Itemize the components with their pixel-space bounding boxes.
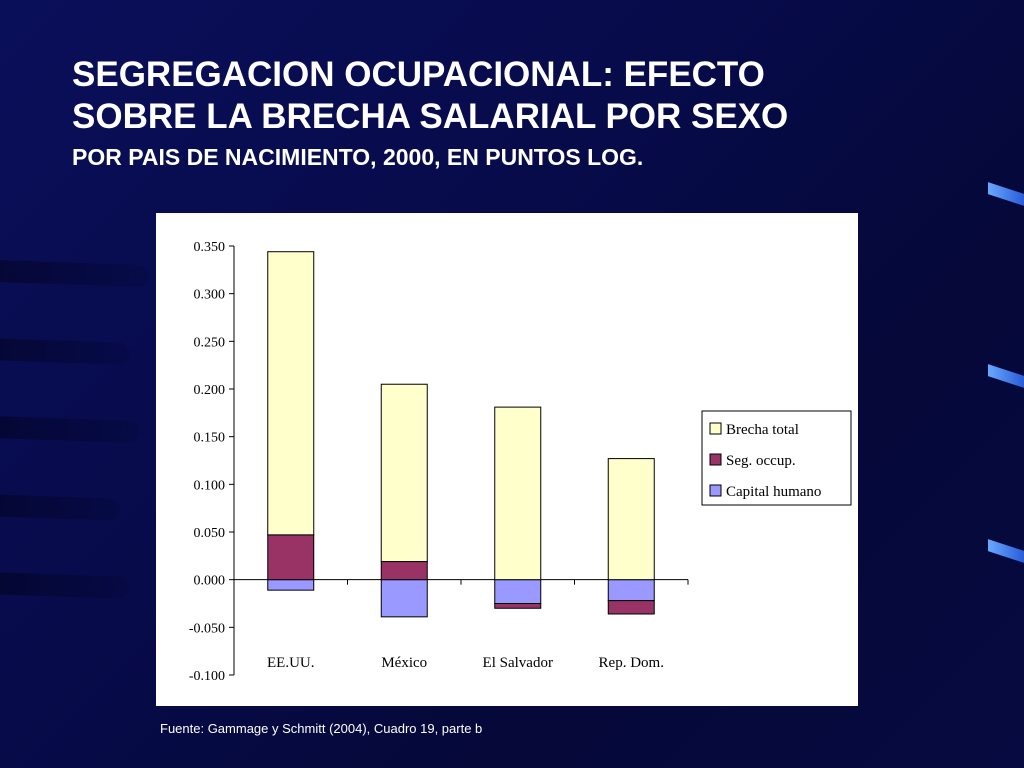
decorative-dash (988, 182, 1024, 206)
y-tick-label: 0.000 (194, 574, 226, 589)
bar-capital-humano (267, 579, 315, 591)
bar-brecha-total (380, 383, 428, 563)
decorative-dash (988, 364, 1024, 388)
x-category-label: El Salvador (483, 655, 553, 671)
chart-panel: -0.100 -0.050 0.000 0.050 0.100 0.150 0.200 0.2… (156, 213, 858, 706)
legend-label: Seg. occup. (726, 453, 796, 469)
y-tick-label: -0.050 (189, 621, 225, 636)
background-streak (0, 337, 131, 365)
slide-subtitle: POR PAIS DE NACIMIENTO, 2000, EN PUNTOS … (72, 144, 644, 170)
bar-brecha-total (607, 458, 655, 581)
bar-brecha-total (267, 251, 315, 536)
background-streak (0, 493, 121, 521)
bar-capital-humano (607, 579, 655, 602)
legend-label: Capital humano (726, 484, 821, 500)
bar-seg-occup (494, 603, 542, 609)
legend-swatch (709, 484, 722, 497)
bar-seg-occup (267, 534, 315, 581)
background-streak (0, 414, 141, 444)
background-streak (0, 258, 151, 288)
stacked-bar-chart: -0.100 -0.050 0.000 0.050 0.100 0.150 0.200 0.2… (189, 240, 852, 684)
y-tick-label: 0.150 (194, 431, 226, 446)
x-category-label: México (381, 655, 427, 671)
x-category-label: EE.UU. (267, 655, 315, 671)
bar-capital-humano (380, 579, 428, 618)
y-tick-label: 0.100 (194, 478, 226, 493)
legend-swatch (709, 453, 722, 466)
y-tick-label: 0.250 (194, 335, 226, 350)
background-streak (0, 571, 131, 599)
y-tick-label: 0.350 (194, 240, 226, 255)
title-line-1: SEGREGACION OCUPACIONAL: EFECTO (72, 55, 765, 94)
bar-seg-occup (607, 600, 655, 615)
legend-box (701, 410, 852, 506)
decorative-dash (988, 539, 1024, 563)
x-category-label: Rep. Dom. (599, 655, 664, 671)
title-line-2: SOBRE LA BRECHA SALARIAL POR SEXO (72, 97, 789, 136)
y-tick-label: -0.100 (189, 669, 225, 684)
bar-seg-occup (380, 561, 428, 581)
legend-label: Brecha total (726, 422, 799, 438)
slide-title: SEGREGACION OCUPACIONAL: EFECTO SOBRE LA… (72, 54, 788, 172)
legend-swatch (709, 422, 722, 435)
bar-capital-humano (494, 579, 542, 604)
y-tick-label: 0.200 (194, 383, 226, 398)
bar-brecha-total (494, 406, 542, 581)
source-note: Fuente: Gammage y Schmitt (2004), Cuadro… (160, 721, 483, 736)
y-tick-label: 0.050 (194, 526, 226, 541)
y-tick-label: 0.300 (194, 288, 226, 303)
